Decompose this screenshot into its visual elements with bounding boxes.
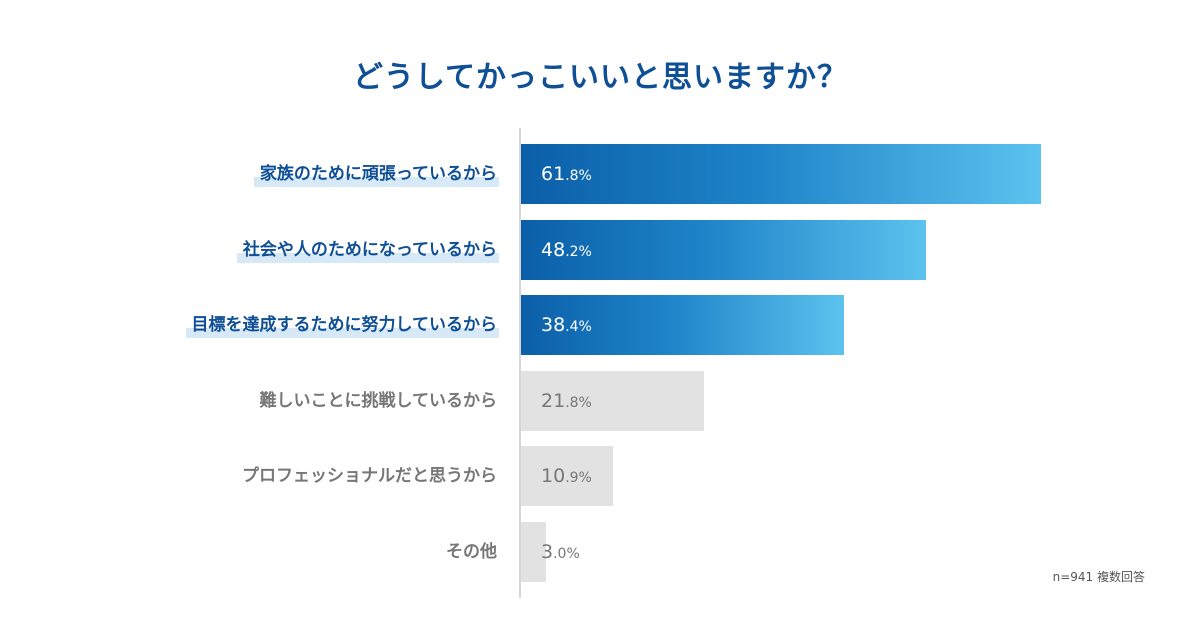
bar-value-label: 48.2% [541,220,592,280]
bar [521,220,926,280]
value-integer: 38 [541,314,566,336]
bar [521,371,704,431]
value-integer: 48 [541,239,566,261]
category-label: プロフェッショナルだと思うから [242,466,497,486]
category-label: 社会や人のためになっているから [236,235,500,265]
value-integer: 61 [541,163,566,185]
chart-title: どうしてかっこいいと思いますか？ [352,60,849,95]
value-decimal-unit: .8% [565,168,592,184]
bar-value-label: 38.4% [541,295,592,355]
value-decimal-unit: .4% [565,319,592,335]
category-label: 難しいことに挑戦しているから [259,391,498,411]
category-label: その他 [446,542,497,562]
value-decimal-unit: .8% [565,395,592,411]
y-axis-line [519,128,521,598]
category-label: 目標を達成するために努力しているから [185,310,499,340]
sample-note: n=941 複数回答 [1052,570,1145,584]
bar [521,295,844,355]
value-integer: 10 [541,465,566,487]
value-decimal-unit: .0% [553,546,580,562]
bar-value-label: 61.8% [541,144,592,204]
bar-value-label: 21.8% [541,371,592,431]
value-decimal-unit: .2% [565,244,592,260]
bar [521,446,613,506]
bar-value-label: 10.9% [541,446,592,506]
value-integer: 3 [541,541,554,563]
bar-value-label: 3.0% [541,522,580,582]
bar [521,522,546,582]
value-integer: 21 [541,390,566,412]
bar [521,144,1041,204]
value-decimal-unit: .9% [565,470,592,486]
category-label: 家族のために頑張っているから [253,159,500,189]
